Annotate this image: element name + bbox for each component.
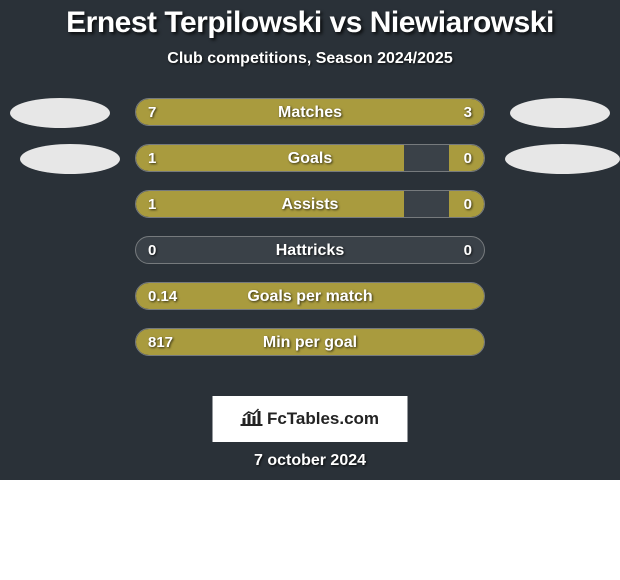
stat-label: Hattricks: [136, 237, 484, 264]
stat-bar-track: 0.14Goals per match: [135, 282, 485, 310]
stat-row: 73Matches: [0, 98, 620, 130]
stat-bar-left: [136, 191, 404, 217]
stat-value-left: 1: [148, 145, 156, 172]
subtitle: Club competitions, Season 2024/2025: [0, 50, 620, 68]
stat-value-left: 1: [148, 191, 156, 218]
stat-value-left: 817: [148, 329, 173, 356]
stat-value-right: 0: [464, 145, 472, 172]
stat-bar-track: 10Assists: [135, 190, 485, 218]
stat-bar-track: 10Goals: [135, 144, 485, 172]
stat-row: 0 0Hattricks: [0, 236, 620, 268]
stat-row: 10Goals: [0, 144, 620, 176]
stat-value-right: 3: [464, 99, 472, 126]
stat-row: 817Min per goal: [0, 328, 620, 360]
stat-value-left: 0: [148, 237, 156, 264]
logo-box: FcTables.com: [213, 396, 408, 442]
stat-bar-track: 817Min per goal: [135, 328, 485, 356]
logo-chart-icon: [241, 408, 263, 431]
stat-value-right: 0: [464, 237, 472, 264]
stat-value-right: 0: [464, 191, 472, 218]
stat-bar-left: [136, 283, 484, 309]
stat-value-left: 0.14: [148, 283, 177, 310]
stat-bar-track: 73Matches: [135, 98, 485, 126]
stat-bar-left: [136, 329, 484, 355]
stat-row: 10Assists: [0, 190, 620, 222]
stat-row: 0.14Goals per match: [0, 282, 620, 314]
stats-area: 73Matches10Goals10Assists00Hattricks0.14…: [0, 98, 620, 360]
stat-bar-left: [136, 99, 380, 125]
stat-value-left: 7: [148, 99, 156, 126]
stat-bar-track: 0 0Hattricks: [135, 236, 485, 264]
stat-bar-left: [136, 145, 404, 171]
page-title: Ernest Terpilowski vs Niewiarowski: [0, 6, 620, 40]
logo-text: FcTables.com: [267, 409, 379, 429]
date-label: 7 october 2024: [0, 452, 620, 470]
comparison-panel: Ernest Terpilowski vs Niewiarowski Club …: [0, 0, 620, 480]
